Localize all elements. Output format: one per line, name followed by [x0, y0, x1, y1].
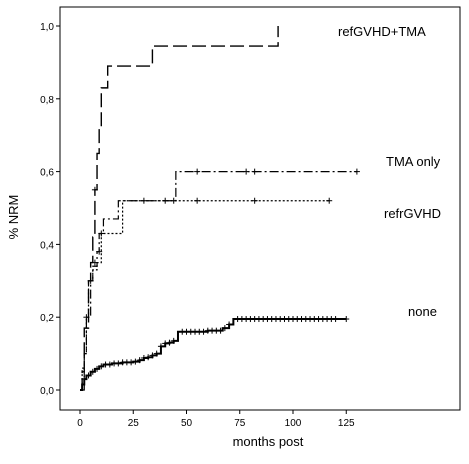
- series-label: TMA only: [386, 154, 441, 169]
- x-tick-label: 100: [285, 418, 302, 429]
- series-line: [80, 171, 357, 391]
- series-2: [80, 197, 333, 391]
- plot-frame: [59, 6, 461, 411]
- x-tick-label: 50: [181, 418, 193, 429]
- x-tick-label: 0: [77, 418, 83, 429]
- series-label: refGVHD+TMA: [338, 24, 426, 39]
- series-label: refrGVHD: [384, 206, 441, 221]
- y-tick-label: 1,0: [40, 22, 54, 33]
- y-axis-title: % NRM: [6, 195, 21, 240]
- y-tick-label: 0,8: [40, 95, 54, 106]
- x-tick-label: 75: [234, 418, 246, 429]
- axes: 0 25 50 75 100 125 0,0 0,2 0,4 0,6 0,8 1,0: [40, 22, 355, 429]
- series-3: [80, 316, 350, 391]
- y-tick-label: 0,6: [40, 168, 54, 179]
- series-labels: refGVHD+TMA TMA only refrGVHD none: [338, 24, 441, 319]
- series-0: [80, 26, 279, 391]
- y-tick-label: 0,0: [40, 386, 54, 397]
- series-line: [80, 200, 330, 391]
- series-label: none: [408, 304, 437, 319]
- x-tick-label: 125: [338, 418, 355, 429]
- x-axis-title: months post: [233, 434, 304, 449]
- x-tick-label: 25: [128, 418, 140, 429]
- y-tick-label: 0,2: [40, 313, 54, 324]
- y-tick-label: 0,4: [40, 240, 54, 251]
- curves: [80, 26, 360, 391]
